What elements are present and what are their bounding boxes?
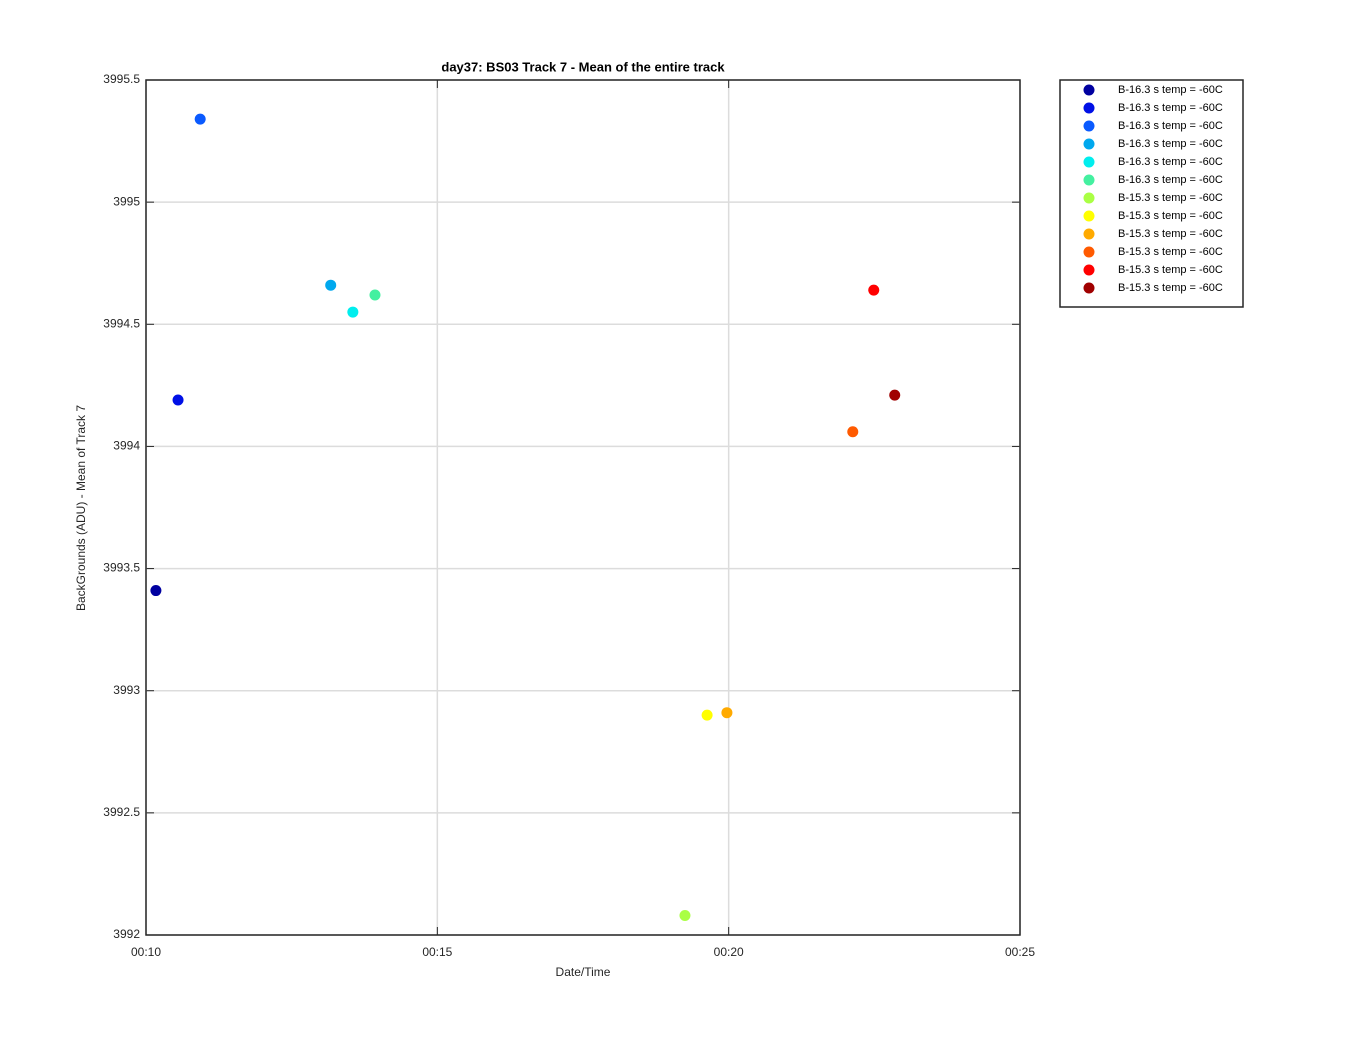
y-tick-label: 3993 [113,683,140,697]
legend-marker [1083,102,1095,114]
point [325,279,337,291]
point [721,707,733,719]
legend-label: B-15.3 s temp = -60C [1118,264,1223,276]
legend-label: B-16.3 s temp = -60C [1118,120,1223,132]
y-tick-label: 3994.5 [103,316,140,330]
legend-label: B-15.3 s temp = -60C [1118,282,1223,294]
x-tick-label: 00:20 [714,945,744,959]
legend-marker [1083,156,1095,168]
point [868,284,880,296]
point [847,426,859,438]
legend-label: B-15.3 s temp = -60C [1118,246,1223,258]
y-tick-label: 3992 [113,927,140,941]
legend-label: B-16.3 s temp = -60C [1118,174,1223,186]
point [150,585,162,597]
legend-label: B-15.3 s temp = -60C [1118,192,1223,204]
legend-label: B-16.3 s temp = -60C [1118,156,1223,168]
legend-label: B-16.3 s temp = -60C [1118,84,1223,96]
point [889,389,901,401]
legend-marker [1083,192,1095,204]
x-tick-label: 00:10 [131,945,161,959]
legend-label: B-15.3 s temp = -60C [1118,210,1223,222]
y-tick-label: 3992.5 [103,805,140,819]
legend-marker [1083,138,1095,150]
legend-marker [1083,210,1095,222]
plot-frame [145,79,1021,936]
legend-marker [1083,282,1095,294]
point [369,289,381,301]
point [347,306,359,318]
y-tick-label: 3993.5 [103,561,140,575]
legend-label: B-16.3 s temp = -60C [1118,138,1223,150]
legend-marker [1083,264,1095,276]
y-axis-label: BackGrounds (ADU) - Mean of Track 7 [74,405,88,611]
x-tick-label: 00:15 [422,945,452,959]
y-tick-label: 3995.5 [103,72,140,86]
legend-marker [1083,228,1095,240]
point [194,113,206,125]
legend-label: B-16.3 s temp = -60C [1118,102,1223,114]
y-tick-label: 3994 [113,439,140,453]
y-tick-label: 3995 [113,194,140,208]
x-tick-label: 00:25 [1005,945,1035,959]
legend-marker [1083,174,1095,186]
point [172,394,184,406]
legend-label: B-15.3 s temp = -60C [1118,228,1223,240]
legend-marker [1083,120,1095,132]
legend-marker [1083,84,1095,96]
legend-marker [1083,246,1095,258]
chart-title: day37: BS03 Track 7 - Mean of the entire… [441,59,725,74]
point [679,909,691,921]
x-axis-label: Date/Time [556,965,611,979]
point [701,709,713,721]
